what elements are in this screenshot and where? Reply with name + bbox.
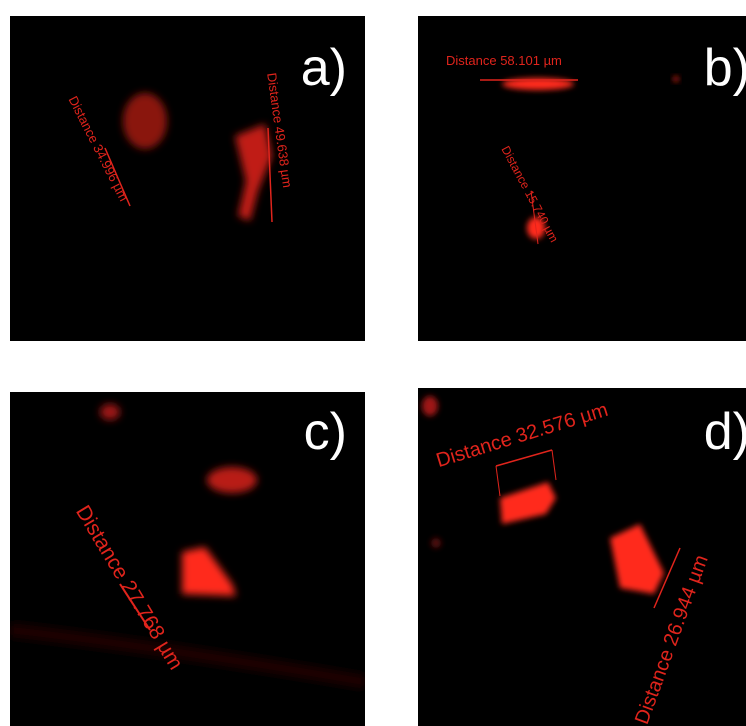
fluorescence-image-d xyxy=(422,396,681,609)
particle-blob xyxy=(673,76,679,82)
particle-blob xyxy=(422,396,438,416)
micrograph-panel-d: d) Distance 32.576 µm Distance 26.944 µm xyxy=(418,388,746,726)
particle-blob xyxy=(207,467,257,493)
measure-line xyxy=(119,583,151,631)
measure-line xyxy=(495,465,501,497)
panel-label-c: c) xyxy=(303,403,347,461)
particle-blob xyxy=(610,524,664,594)
measure-line xyxy=(530,190,539,245)
micrograph-panel-a: a) Distance 34.996 µm Distance 49.638 µm xyxy=(10,16,365,341)
fluorescence-image-b xyxy=(480,76,679,245)
micrograph-panel-c: c) Distance 27.768 µm xyxy=(10,392,365,726)
particle-blob xyxy=(235,124,272,221)
measure-line xyxy=(104,147,131,207)
particle-blob xyxy=(502,78,574,90)
panel-label-b: b) xyxy=(703,39,746,97)
measure-line xyxy=(653,547,681,609)
measurement-label: Distance 58.101 µm xyxy=(446,53,562,68)
particle-blob xyxy=(100,404,120,420)
measure-line xyxy=(267,127,273,223)
panel-label-d: d) xyxy=(703,403,746,461)
measure-line xyxy=(495,449,553,467)
particle-blob xyxy=(182,547,236,596)
particle-blob xyxy=(123,93,167,149)
fluorescence-image-a xyxy=(104,93,273,223)
background-streak xyxy=(10,623,365,689)
particle-blob xyxy=(431,538,441,548)
fluorescence-image-c xyxy=(10,404,365,689)
micrograph-panel-b: b) Distance 58.101 µm Distance 15.740 µm xyxy=(418,16,746,341)
particle-blob xyxy=(500,482,556,524)
measure-line xyxy=(551,449,557,481)
panel-label-a: a) xyxy=(300,39,347,97)
